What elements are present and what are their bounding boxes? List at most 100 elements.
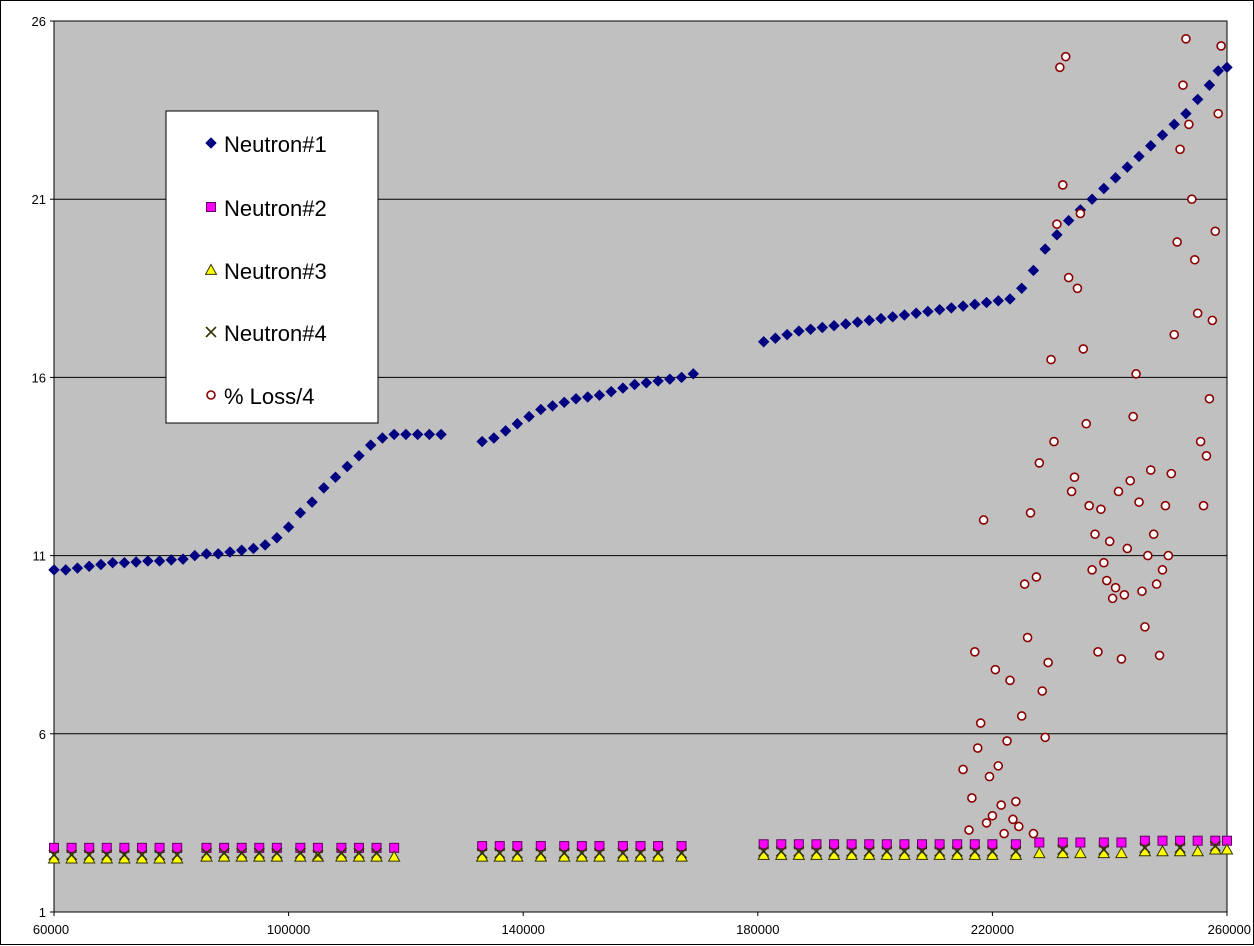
data-point: [1163, 550, 1174, 561]
data-point: [781, 328, 793, 341]
data-point: [1203, 79, 1216, 91]
data-point: [71, 562, 84, 574]
data-point: [863, 314, 875, 327]
legend-label: Neutron#4: [224, 321, 327, 346]
data-point: [1156, 129, 1169, 141]
data-point: [224, 546, 236, 558]
data-point: [990, 664, 1001, 675]
data-point: [687, 368, 699, 380]
data-point: [1075, 208, 1086, 219]
data-point: [546, 400, 559, 412]
data-point: [1189, 254, 1200, 265]
data-point: [1057, 844, 1069, 856]
legend-marker: [206, 202, 216, 212]
data-point: [1220, 843, 1234, 855]
data-point: [840, 318, 852, 330]
data-point: [1134, 497, 1144, 507]
series-0: [48, 61, 1233, 576]
data-point: [851, 316, 864, 328]
data-point: [154, 849, 166, 861]
data-point: [1069, 472, 1080, 482]
data-point: [558, 847, 570, 859]
data-point: [970, 647, 980, 657]
data-point: [294, 507, 307, 519]
data-point: [1081, 418, 1092, 429]
data-point: [980, 296, 993, 309]
data-point: [1110, 582, 1121, 593]
data-point: [371, 847, 383, 859]
data-point: [1137, 586, 1147, 597]
data-point: [1187, 194, 1197, 204]
legend-marker: [204, 263, 218, 275]
data-point: [875, 312, 887, 325]
data-point: [236, 847, 248, 859]
data-point: [1005, 675, 1015, 686]
data-point: [804, 323, 817, 335]
data-point: [1062, 214, 1075, 227]
data-point: [1107, 593, 1118, 604]
data-point: [1145, 465, 1156, 475]
data-point: [1212, 65, 1224, 77]
data-point: [1180, 107, 1192, 120]
data-point: [1072, 283, 1083, 294]
data-point: [535, 847, 547, 859]
data-point: [1074, 846, 1087, 859]
data-point: [593, 847, 606, 859]
data-point: [793, 325, 805, 337]
data-point: [640, 377, 653, 389]
data-point: [816, 321, 829, 334]
data-point: [1055, 62, 1065, 73]
data-point: [1204, 393, 1215, 404]
x-tick-label: 100000: [267, 922, 310, 937]
data-point: [675, 847, 688, 859]
data-point: [558, 396, 570, 409]
data-point: [142, 555, 154, 567]
data-point: [83, 560, 95, 572]
data-point: [1125, 475, 1136, 486]
data-point: [1221, 61, 1233, 74]
data-point: [1034, 458, 1045, 468]
data-point: [218, 847, 230, 859]
data-point: [1027, 264, 1040, 277]
data-point: [1156, 844, 1169, 857]
data-point: [1043, 657, 1053, 668]
data-point: [972, 743, 983, 753]
data-point: [1051, 229, 1063, 241]
data-point: [898, 309, 911, 321]
x-tick-label: 180000: [736, 922, 779, 937]
data-point: [957, 300, 969, 312]
data-point: [1019, 579, 1030, 589]
data-point: [535, 403, 547, 416]
series-1: [49, 835, 1232, 853]
legend-marker: [206, 390, 216, 400]
data-point: [1198, 500, 1209, 511]
data-point: [1192, 835, 1203, 846]
data-point: [1039, 243, 1051, 255]
data-point: [1122, 543, 1133, 554]
data-point: [1160, 500, 1171, 511]
data-point: [1034, 837, 1045, 848]
data-point: [1046, 354, 1056, 365]
data-point: [1052, 219, 1062, 229]
data-point: [1207, 315, 1218, 326]
data-point: [1139, 842, 1151, 854]
data-point: [282, 521, 295, 533]
data-point: [66, 849, 78, 861]
y-tick-label: 26: [32, 14, 46, 29]
data-point: [975, 718, 986, 728]
data-point: [335, 847, 347, 859]
data-point: [1174, 842, 1186, 854]
data-point: [1109, 172, 1122, 184]
data-point: [106, 557, 119, 569]
data-point: [136, 849, 148, 861]
data-point: [101, 849, 113, 861]
data-point: [118, 557, 131, 569]
data-point: [200, 847, 213, 859]
data-point: [341, 460, 353, 473]
data-point: [1143, 550, 1153, 561]
data-point: [986, 845, 998, 857]
data-point: [570, 393, 582, 405]
data-point: [1181, 34, 1191, 44]
y-tick-label: 16: [32, 370, 46, 385]
data-point: [365, 439, 377, 451]
